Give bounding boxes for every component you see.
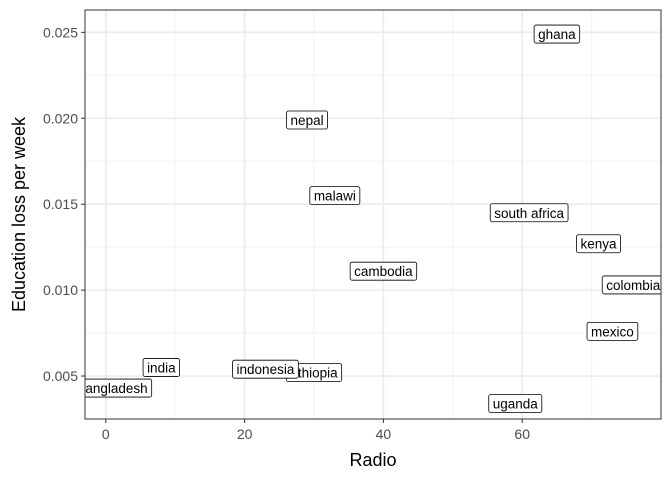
point-label-colombia: colombia <box>601 275 661 295</box>
label-text: india <box>147 360 176 375</box>
label-text: cambodia <box>354 264 413 279</box>
y-tick-label: 0.005 <box>43 368 78 384</box>
label-box <box>286 110 328 130</box>
label-text: malawi <box>314 189 356 204</box>
point-label-india: india <box>142 358 181 377</box>
point-label-cambodia: cambodia <box>349 261 418 281</box>
point-labels: ghana nepal malawi south africa kenya cambodi… <box>78 24 661 413</box>
x-tick-label: 20 <box>237 426 253 442</box>
label-text: ethiopia <box>290 366 338 381</box>
plot-panel <box>85 10 661 419</box>
point-label-indonesia: indonesia <box>232 359 299 379</box>
label-text: nepal <box>291 113 324 128</box>
x-tick-label: 0 <box>102 426 110 442</box>
y-tick-label: 0.025 <box>43 24 78 40</box>
label-box <box>576 234 621 254</box>
point-label-ethiopia: ethiopia <box>285 363 343 383</box>
y-axis: 0.005 0.010 0.015 0.020 0.025 <box>43 24 85 384</box>
point-label-mexico: mexico <box>586 321 639 341</box>
plot-border <box>84 9 662 420</box>
x-axis-title: Radio <box>349 450 396 470</box>
label-text: colombia <box>606 278 661 293</box>
label-text: indonesia <box>237 362 295 377</box>
point-label-malawi: malawi <box>309 186 361 205</box>
label-box <box>488 394 543 413</box>
point-label-kenya: kenya <box>576 234 621 254</box>
label-text: kenya <box>581 237 618 252</box>
x-axis: 0 20 40 60 <box>102 419 530 442</box>
label-box <box>601 275 661 295</box>
label-box <box>533 24 581 44</box>
label-text: mexico <box>591 324 634 339</box>
point-label-nepal: nepal <box>286 110 328 130</box>
label-text: bangladesh <box>78 381 148 396</box>
point-label-bangladesh: bangladesh <box>78 378 153 398</box>
label-box <box>232 359 299 379</box>
x-tick-label: 60 <box>514 426 530 442</box>
x-tick-label: 40 <box>376 426 392 442</box>
y-tick-label: 0.010 <box>43 282 78 298</box>
point-label-uganda: uganda <box>488 394 543 413</box>
point-label-south-africa: south africa <box>489 203 569 223</box>
label-box <box>349 261 418 281</box>
y-axis-title: Education loss per week <box>9 116 29 312</box>
label-box <box>309 186 361 205</box>
label-box <box>489 203 569 223</box>
label-text: uganda <box>493 397 539 412</box>
label-box <box>85 378 153 398</box>
point-label-ghana: ghana <box>533 24 581 44</box>
label-box <box>586 321 639 341</box>
label-text: south africa <box>494 206 564 221</box>
label-box <box>142 358 181 377</box>
y-tick-label: 0.020 <box>43 110 78 126</box>
label-text: ghana <box>538 27 576 42</box>
y-tick-label: 0.015 <box>43 196 78 212</box>
